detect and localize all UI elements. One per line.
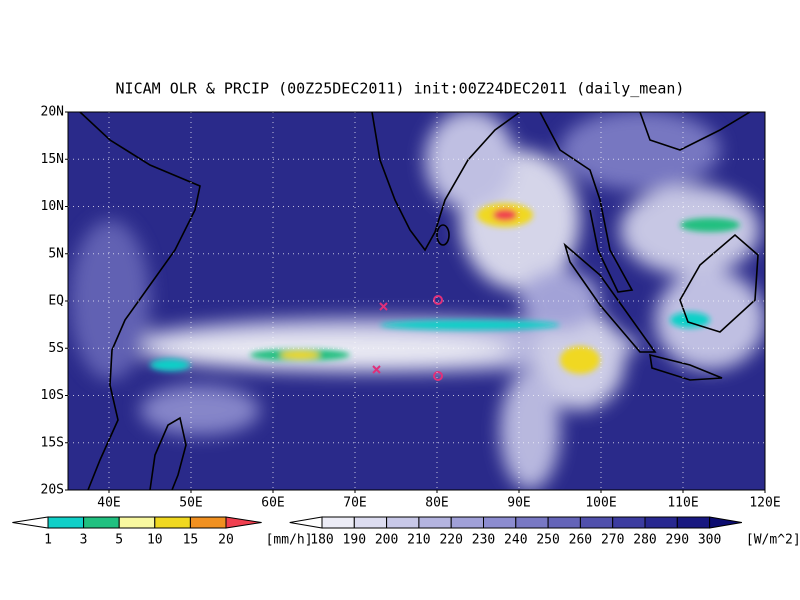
colorbar-box: [353, 516, 388, 529]
colorbar-label: 5: [115, 533, 123, 548]
precip-colorbar: 1 3 5 10 15 20 [mm/h]: [12, 516, 313, 548]
colorbar-label: 10: [147, 533, 163, 548]
colorbar-unit: [mm/h]: [266, 533, 313, 548]
lon-label: 70E: [343, 496, 366, 511]
colorbar-label: 240: [504, 533, 527, 548]
colorbar-label: 15: [183, 533, 199, 548]
map-frame: [67, 111, 766, 491]
colorbar-box: [612, 516, 646, 529]
colorbar-label: 190: [343, 533, 366, 548]
colorbar-label: 230: [472, 533, 495, 548]
lat-label: 20N: [41, 105, 64, 120]
colorbar-end: [12, 516, 49, 529]
colorbar-box: [644, 516, 678, 529]
lon-label: 100E: [585, 496, 616, 511]
lat-label: EQ: [48, 294, 64, 309]
colorbar-box: [47, 516, 85, 529]
lon-label: 60E: [261, 496, 284, 511]
colorbar-end: [709, 516, 742, 529]
colorbar-label: 290: [666, 533, 689, 548]
map-area: [68, 112, 765, 490]
lat-label: 10S: [41, 388, 64, 403]
lat-label: 15S: [41, 435, 64, 450]
map-title: NICAM OLR & PRCIP (00Z25DEC2011) init:00…: [116, 80, 685, 98]
grid: [65, 111, 766, 493]
lon-label: 120E: [749, 496, 780, 511]
colorbar-label: 200: [375, 533, 398, 548]
colorbar-box: [189, 516, 227, 529]
colorbar-box: [547, 516, 581, 529]
colorbar-box: [450, 516, 485, 529]
colorbar-label: 260: [569, 533, 592, 548]
lon-label: 40E: [97, 496, 120, 511]
lon-label: 50E: [179, 496, 202, 511]
olr-colorbar: 180 190 200 210 220 230 240 250 260 270 280 290 300 […: [289, 516, 800, 548]
colorbar-label: 270: [601, 533, 624, 548]
lon-label: 90E: [507, 496, 530, 511]
colorbar-unit: [W/m^2]: [746, 533, 800, 548]
colorbar-label: 280: [633, 533, 656, 548]
colorbar-box: [676, 516, 711, 529]
lon-label: 80E: [425, 496, 448, 511]
colorbar-box: [386, 516, 420, 529]
colorbar-end: [289, 516, 323, 529]
colorbar-label: 20: [218, 533, 234, 548]
colorbar-label: 3: [80, 533, 88, 548]
lat-label: 15N: [41, 152, 64, 167]
colorbar-label: 220: [439, 533, 462, 548]
colorbar-box: [118, 516, 156, 529]
lat-label: 5N: [48, 246, 64, 261]
colorbar-box: [483, 516, 517, 529]
colorbar-label: 1: [44, 533, 52, 548]
colorbar-box: [154, 516, 191, 529]
colorbar-label: 180: [310, 533, 333, 548]
colorbar-box: [83, 516, 120, 529]
lat-label: 5S: [48, 341, 64, 356]
lon-label: 110E: [667, 496, 698, 511]
colorbar-box: [515, 516, 549, 529]
colorbar-end: [225, 516, 262, 529]
colorbar-label: 300: [698, 533, 721, 548]
colorbar-box: [418, 516, 452, 529]
lat-label: 20S: [41, 483, 64, 498]
colorbar-box: [321, 516, 355, 529]
colorbar-box: [579, 516, 614, 529]
colorbar-label: 250: [536, 533, 559, 548]
lat-label: 10N: [41, 199, 64, 214]
colorbar-label: 210: [407, 533, 430, 548]
